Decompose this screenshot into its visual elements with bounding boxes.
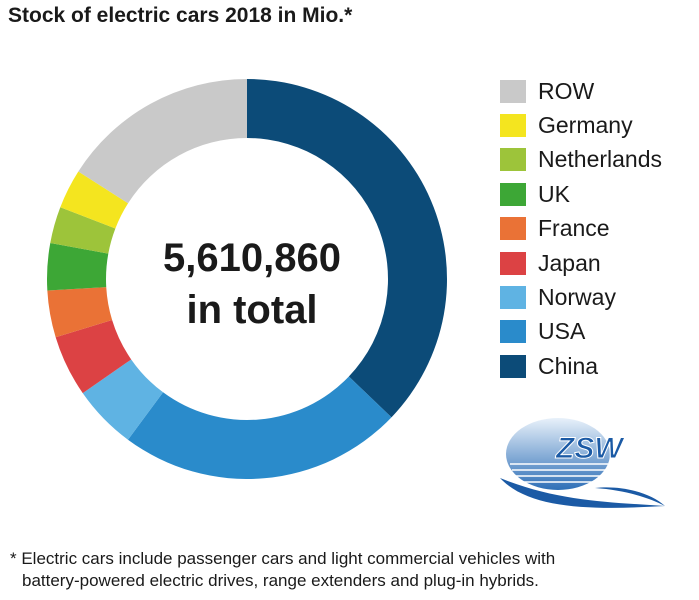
- legend-item-japan: Japan: [500, 246, 662, 280]
- legend-swatch: [500, 354, 526, 378]
- legend-label: Netherlands: [538, 146, 663, 173]
- legend-item-norway: Norway: [500, 280, 662, 314]
- legend-swatch: [500, 182, 526, 206]
- legend-item-uk: UK: [500, 177, 662, 211]
- legend-item-china: China: [500, 349, 662, 383]
- zsw-logo: ZSW: [500, 418, 665, 508]
- legend-item-germany: Germany: [500, 108, 662, 142]
- legend-label: Norway: [538, 284, 616, 311]
- logo-text: ZSW: [555, 432, 625, 465]
- slice-norway: [82, 359, 164, 440]
- legend-label: ROW: [538, 77, 595, 104]
- legend-swatch: [500, 114, 526, 138]
- footnote: * Electric cars include passenger cars a…: [10, 548, 555, 592]
- legend-swatch: [500, 320, 526, 344]
- legend-item-france: France: [500, 212, 662, 246]
- legend-swatch: [500, 148, 526, 172]
- legend-label: Japan: [538, 249, 601, 276]
- slice-uk: [46, 242, 109, 291]
- legend-item-netherlands: Netherlands: [500, 143, 662, 177]
- slice-japan: [55, 320, 132, 394]
- footnote-line-1: * Electric cars include passenger cars a…: [10, 549, 556, 568]
- chart-title: Stock of electric cars 2018 in Mio.*: [8, 4, 353, 27]
- slice-row: [78, 79, 247, 204]
- legend-label: UK: [538, 180, 570, 207]
- legend-item-row: ROW: [500, 74, 662, 108]
- center-label: in total: [186, 288, 318, 332]
- legend-swatch: [500, 79, 526, 103]
- slice-usa: [127, 376, 392, 479]
- legend: ROW Germany Netherlands UK France Japan Norway…: [500, 74, 662, 384]
- center-total: 5,610,860 in total: [96, 232, 408, 336]
- slice-china: [247, 79, 447, 418]
- legend-label: Germany: [538, 112, 633, 139]
- legend-label: France: [538, 215, 610, 242]
- center-value: 5,610,860: [163, 236, 341, 280]
- legend-swatch: [500, 286, 526, 310]
- slice-france: [47, 287, 113, 338]
- legend-swatch: [500, 217, 526, 241]
- legend-label: China: [538, 352, 599, 379]
- slice-netherlands: [50, 207, 116, 254]
- legend-swatch: [500, 251, 526, 275]
- legend-label: USA: [538, 318, 586, 345]
- legend-item-usa: USA: [500, 315, 662, 349]
- slice-germany: [60, 171, 129, 229]
- footnote-line-2: battery-powered electric drives, range e…: [22, 571, 539, 590]
